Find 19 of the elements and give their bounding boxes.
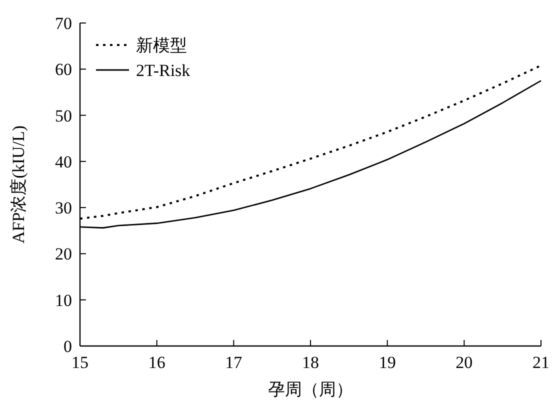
y-axis-title: AFP浓度(kIU/L) (9, 125, 28, 244)
legend-label: 2T-Risk (136, 61, 191, 80)
y-tick-label: 20 (55, 244, 72, 264)
x-tick-label: 19 (378, 353, 396, 372)
y-tick-label: 10 (55, 290, 72, 310)
x-tick-label: 16 (148, 353, 166, 372)
x-tick-label: 20 (456, 353, 473, 372)
y-tick-label: 60 (55, 60, 72, 80)
legend-label: 新模型 (136, 36, 187, 55)
x-axis-title: 孕周（周） (268, 380, 353, 399)
y-tick-label: 40 (55, 152, 72, 172)
y-tick-label: 0 (64, 337, 72, 356)
y-tick-label: 50 (55, 106, 72, 126)
x-tick-label: 18 (302, 353, 319, 372)
x-tick-label: 15 (72, 353, 88, 372)
x-tick-label: 21 (532, 353, 550, 372)
y-tick-label: 70 (55, 14, 72, 33)
y-tick-label: 30 (55, 198, 72, 218)
x-tick-label: 17 (225, 353, 243, 372)
